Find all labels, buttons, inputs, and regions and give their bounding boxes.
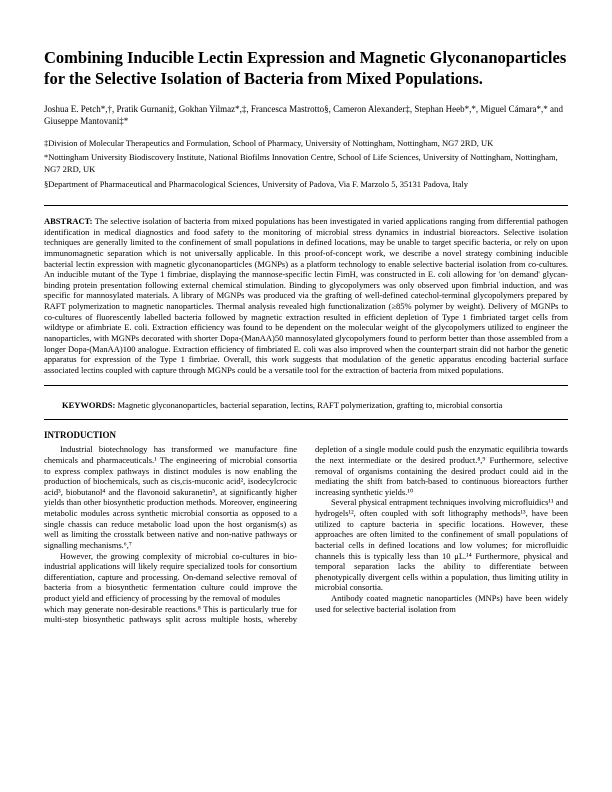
- body-two-column: Industrial biotechnology has transformed…: [44, 444, 568, 625]
- article-title: Combining Inducible Lectin Expression an…: [44, 48, 568, 89]
- affiliations-block: ‡Division of Molecular Therapeutics and …: [44, 138, 568, 192]
- keywords-block: KEYWORDS: Magnetic glyconanoparticles, b…: [44, 394, 568, 420]
- affiliation-1: ‡Division of Molecular Therapeutics and …: [44, 138, 568, 150]
- section-heading-introduction: INTRODUCTION: [44, 430, 568, 441]
- affiliation-3: §Department of Pharmaceutical and Pharma…: [44, 179, 568, 191]
- intro-paragraph-4: Several physical entrapment techniques i…: [315, 497, 568, 593]
- intro-paragraph-1: Industrial biotechnology has transformed…: [44, 444, 297, 550]
- intro-paragraph-5: Antibody coated magnetic nanoparticles (…: [315, 593, 568, 614]
- keywords-text: Magnetic glyconanoparticles, bacterial s…: [118, 400, 503, 410]
- author-list: Joshua E. Petch*,†, Pratik Gurnani‡, Gok…: [44, 103, 568, 127]
- abstract-label: ABSTRACT:: [44, 216, 93, 226]
- affiliation-2: *Nottingham University Biodiscovery Inst…: [44, 152, 568, 176]
- keywords-label: KEYWORDS:: [62, 400, 115, 410]
- intro-paragraph-2: However, the growing complexity of micro…: [44, 551, 297, 604]
- abstract-text: The selective isolation of bacteria from…: [44, 216, 568, 375]
- abstract-block: ABSTRACT: The selective isolation of bac…: [44, 205, 568, 386]
